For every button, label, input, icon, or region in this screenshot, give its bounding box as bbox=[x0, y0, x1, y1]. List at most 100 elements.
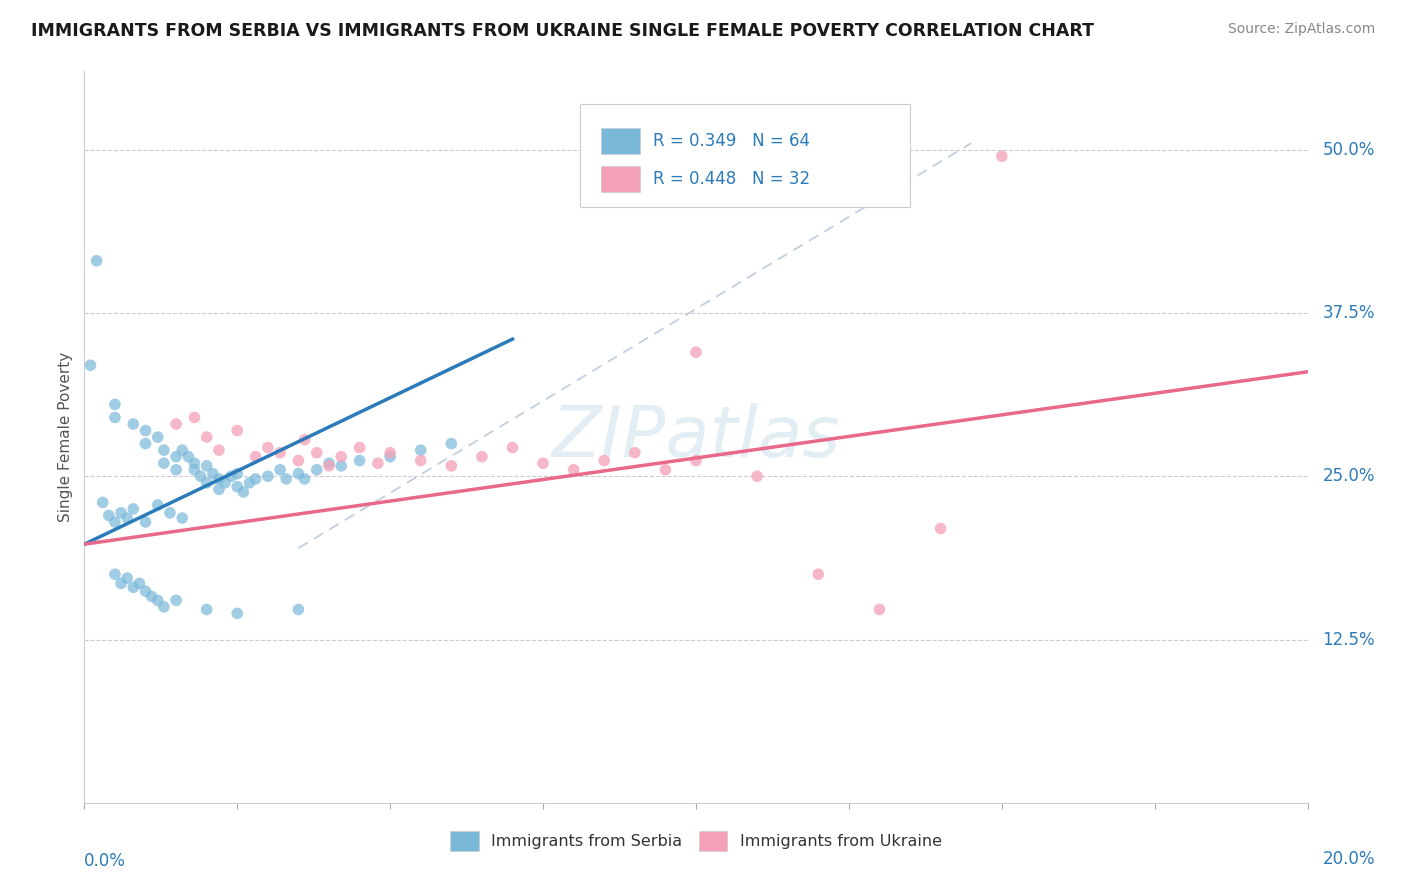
Point bbox=[245, 450, 267, 464]
Point bbox=[146, 498, 169, 512]
Point bbox=[201, 467, 224, 481]
Text: R = 0.349   N = 64: R = 0.349 N = 64 bbox=[654, 132, 810, 150]
Point bbox=[146, 593, 169, 607]
Point bbox=[104, 515, 127, 529]
Point bbox=[172, 443, 194, 458]
Text: 50.0%: 50.0% bbox=[1322, 141, 1375, 159]
Point bbox=[135, 424, 157, 438]
Point bbox=[195, 602, 218, 616]
Point bbox=[294, 472, 316, 486]
Point bbox=[153, 443, 176, 458]
Point bbox=[172, 511, 194, 525]
Y-axis label: Single Female Poverty: Single Female Poverty bbox=[58, 352, 73, 522]
Point bbox=[318, 456, 340, 470]
Point bbox=[380, 446, 402, 460]
Point bbox=[624, 446, 647, 460]
Point bbox=[330, 450, 353, 464]
Point bbox=[685, 345, 707, 359]
Point bbox=[929, 521, 952, 535]
Point bbox=[135, 584, 157, 599]
FancyBboxPatch shape bbox=[579, 104, 910, 207]
Text: ZIPatlas: ZIPatlas bbox=[551, 402, 841, 472]
Point bbox=[502, 441, 524, 455]
Point bbox=[91, 495, 114, 509]
Point bbox=[440, 436, 463, 450]
Point bbox=[531, 456, 554, 470]
Point bbox=[349, 441, 371, 455]
Point bbox=[183, 456, 205, 470]
Point bbox=[409, 453, 432, 467]
Point bbox=[219, 469, 242, 483]
Point bbox=[195, 475, 218, 490]
Point bbox=[104, 397, 127, 411]
Bar bbox=[600, 166, 640, 193]
Point bbox=[86, 253, 108, 268]
Text: R = 0.448   N = 32: R = 0.448 N = 32 bbox=[654, 170, 810, 188]
Point bbox=[165, 417, 187, 431]
Point bbox=[991, 149, 1014, 163]
Point bbox=[208, 483, 231, 497]
Point bbox=[190, 469, 212, 483]
Point bbox=[110, 576, 132, 591]
Point bbox=[318, 458, 340, 473]
Point bbox=[367, 456, 389, 470]
Point bbox=[208, 472, 231, 486]
Bar bbox=[600, 128, 640, 154]
Point bbox=[257, 441, 280, 455]
Point bbox=[122, 417, 145, 431]
Point bbox=[305, 463, 328, 477]
Point bbox=[195, 458, 218, 473]
Point bbox=[226, 424, 249, 438]
Point bbox=[97, 508, 120, 523]
Point bbox=[440, 458, 463, 473]
Point bbox=[807, 567, 830, 582]
Point bbox=[153, 599, 176, 614]
Point bbox=[214, 475, 236, 490]
Point bbox=[685, 453, 707, 467]
Point bbox=[165, 450, 187, 464]
Text: 20.0%: 20.0% bbox=[1322, 850, 1375, 868]
Point bbox=[869, 602, 891, 616]
Point bbox=[141, 590, 163, 604]
Point bbox=[159, 506, 181, 520]
Point bbox=[128, 576, 150, 591]
Text: 12.5%: 12.5% bbox=[1322, 631, 1375, 648]
Point bbox=[409, 443, 432, 458]
Point bbox=[115, 511, 138, 525]
Point bbox=[183, 463, 205, 477]
Point bbox=[135, 436, 157, 450]
Point bbox=[287, 453, 309, 467]
Point bbox=[305, 446, 328, 460]
Point bbox=[269, 463, 291, 477]
Point bbox=[654, 463, 676, 477]
Point bbox=[226, 467, 249, 481]
Point bbox=[232, 485, 254, 500]
Point bbox=[330, 458, 353, 473]
Point bbox=[269, 446, 291, 460]
Point bbox=[183, 410, 205, 425]
Text: 37.5%: 37.5% bbox=[1322, 304, 1375, 322]
Text: 0.0%: 0.0% bbox=[84, 853, 127, 871]
Point bbox=[165, 463, 187, 477]
Point bbox=[380, 450, 402, 464]
Point bbox=[165, 593, 187, 607]
Point bbox=[153, 456, 176, 470]
Point bbox=[104, 567, 127, 582]
Point bbox=[593, 453, 616, 467]
Point bbox=[287, 467, 309, 481]
Point bbox=[245, 472, 267, 486]
Point bbox=[115, 571, 138, 585]
Point bbox=[135, 515, 157, 529]
Point bbox=[471, 450, 494, 464]
Point bbox=[122, 580, 145, 594]
Legend: Immigrants from Serbia, Immigrants from Ukraine: Immigrants from Serbia, Immigrants from … bbox=[443, 825, 949, 857]
Point bbox=[294, 433, 316, 447]
Point bbox=[79, 358, 101, 372]
Text: 25.0%: 25.0% bbox=[1322, 467, 1375, 485]
Point bbox=[177, 450, 200, 464]
Point bbox=[747, 469, 769, 483]
Point bbox=[349, 453, 371, 467]
Point bbox=[104, 410, 127, 425]
Point bbox=[238, 475, 260, 490]
Point bbox=[257, 469, 280, 483]
